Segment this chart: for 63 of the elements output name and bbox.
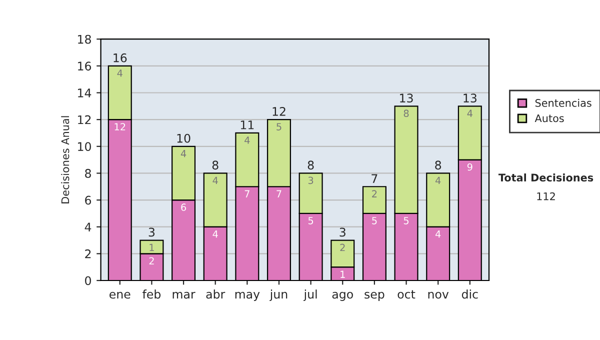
y-tick-label: 14 [78,88,92,98]
total-label: 11 [240,120,254,130]
total-label: 3 [340,228,346,237]
data-label: 1 [150,244,154,252]
x-tick-label: mar [172,292,196,299]
y-tick-label: 12 [78,115,91,124]
data-label: 7 [276,190,282,198]
data-label: 4 [467,110,472,117]
y-tick-label: 4 [84,222,92,232]
data-label: 12 [114,123,126,130]
data-label: 4 [212,176,218,184]
total-label: 16 [114,53,127,62]
total-label: 13 [464,94,476,103]
total-label: 7 [372,174,378,183]
total-label: 12 [272,107,286,116]
data-label: 5 [276,123,282,130]
total-label: 13 [400,94,413,103]
y-tick-label: 2 [85,249,91,258]
data-label: 7 [244,190,250,198]
data-label: 1 [340,270,345,278]
data-label: 5 [308,217,314,224]
x-tick-label: nov [428,292,449,299]
data-label: 3 [308,176,314,184]
data-label: 6 [181,204,186,211]
data-label: 4 [117,70,122,77]
data-label: 4 [435,176,441,184]
x-tick-label: abr [206,290,226,299]
text: 112 [537,192,555,200]
data-label: 9 [467,163,472,171]
x-tick-label: may [235,292,260,301]
y-tick-label: 18 [78,34,91,44]
legend-label: Sentencias [535,98,592,107]
data-label: 4 [435,230,441,238]
x-tick-label: feb [142,290,161,299]
x-tick-label: dic [462,290,478,299]
y-axis-title: Decisiones Anual [61,116,70,204]
y-tick-label: 8 [85,168,91,178]
x-tick-label: jun [270,290,288,301]
y-tick-label: 10 [78,142,91,152]
total-label: 8 [212,160,218,170]
data-label: 4 [180,150,186,158]
x-tick-label: jul [304,290,317,301]
y-tick-label: 0 [85,276,91,286]
data-label: 8 [404,110,409,118]
data-label: 2 [372,190,377,198]
data-label: 2 [340,244,345,252]
data-label: 5 [404,217,409,224]
total-label: 3 [148,228,155,237]
text: Total Decisiones [498,173,594,182]
x-tick-label: sep [364,292,384,301]
legend-label: Autos [534,114,564,122]
x-tick-label: oct [398,290,416,299]
x-tick-label: ago [332,292,353,301]
total-label: 10 [177,134,190,143]
total-label: 8 [308,160,314,170]
data-label: 2 [149,257,154,264]
data-label: 4 [212,230,218,238]
x-tick-label: ene [110,292,130,299]
data-label: 5 [372,217,377,224]
data-label: 4 [244,136,250,144]
y-tick-label: 16 [78,62,92,71]
y-tick-label: 6 [85,196,92,205]
total-label: 8 [435,160,442,170]
